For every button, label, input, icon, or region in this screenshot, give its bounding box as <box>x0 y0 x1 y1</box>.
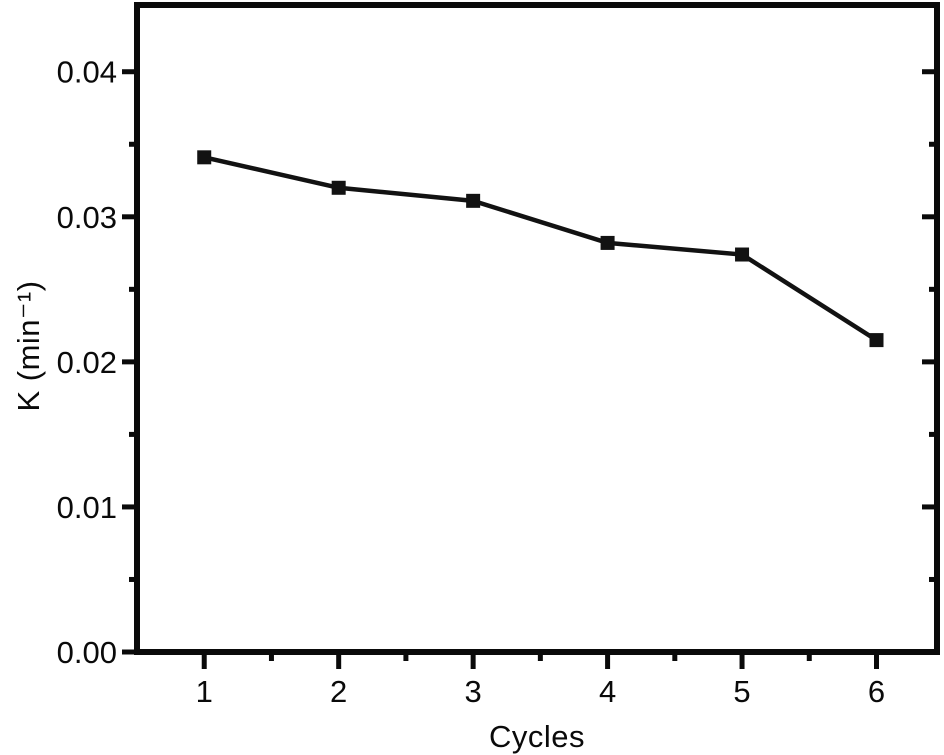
data-point-marker <box>331 180 346 195</box>
y-tick-label: 0.02 <box>57 345 117 380</box>
y-tick-label: 0.04 <box>57 55 117 90</box>
plot-frame <box>134 2 940 655</box>
y-tick-label: 0.03 <box>57 200 117 235</box>
y-tick-label: 0.00 <box>57 635 117 670</box>
x-tick-label: 4 <box>599 674 616 709</box>
x-tick-label: 5 <box>733 674 750 709</box>
data-point-marker <box>600 235 615 250</box>
y-tick-label: 0.01 <box>57 490 117 525</box>
series-line <box>203 155 878 343</box>
data-point-marker <box>466 193 481 208</box>
data-point-marker <box>197 150 212 165</box>
x-tick-label: 6 <box>868 674 885 709</box>
data-point-marker <box>735 247 750 262</box>
x-axis-title: Cycles <box>488 719 585 754</box>
y-axis-title: K (min⁻¹) <box>11 280 46 412</box>
x-tick-label: 2 <box>330 674 347 709</box>
x-tick-label: 1 <box>196 674 213 709</box>
data-point-marker <box>869 333 884 348</box>
x-tick-label: 3 <box>465 674 482 709</box>
